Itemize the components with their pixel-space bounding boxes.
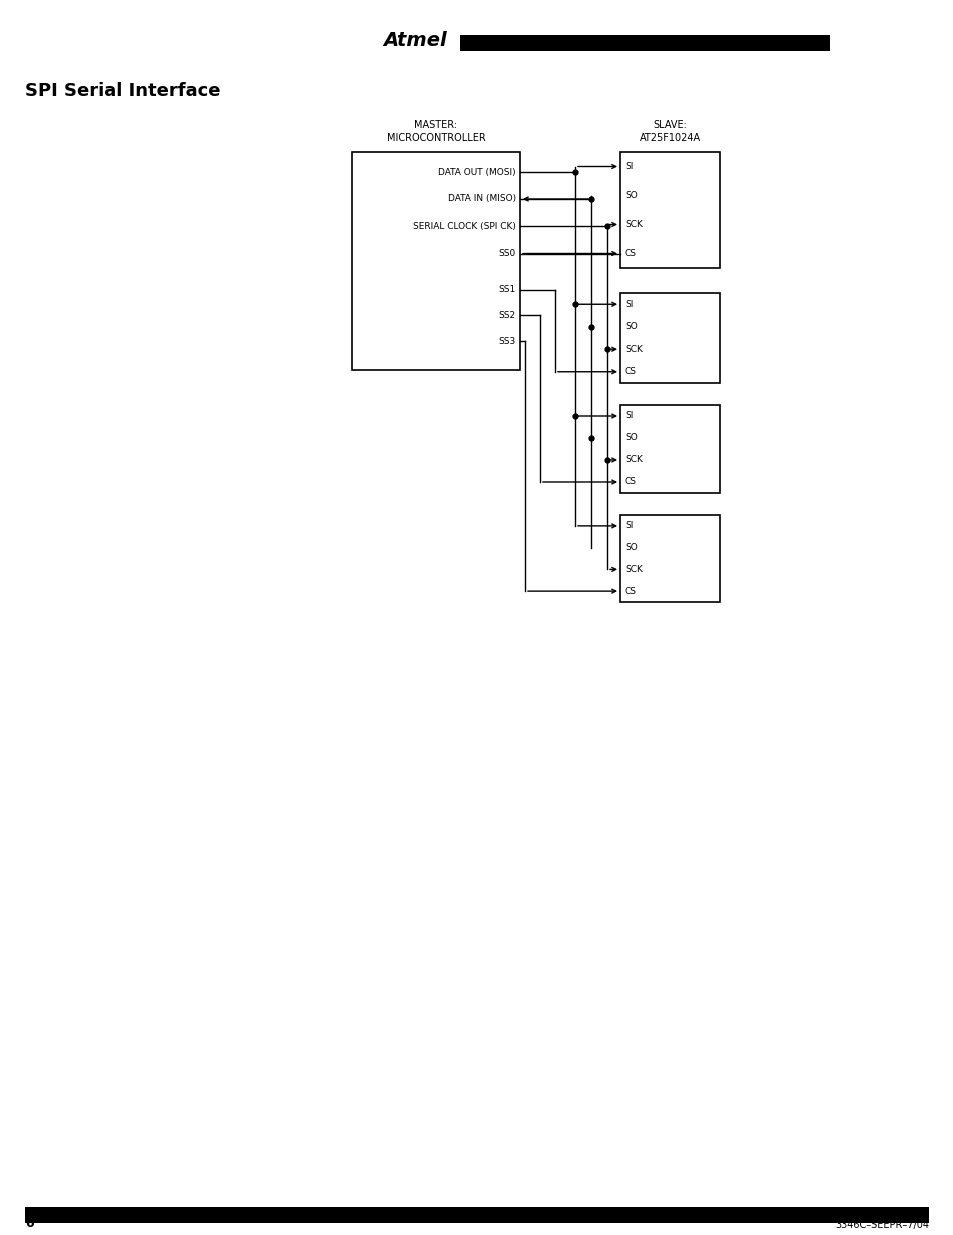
Text: CS: CS: [624, 249, 637, 258]
Text: SS0: SS0: [498, 249, 516, 258]
Text: SI: SI: [624, 162, 633, 170]
Text: CS: CS: [624, 478, 637, 487]
Text: DATA IN (MISO): DATA IN (MISO): [447, 194, 516, 204]
Text: CS: CS: [624, 367, 637, 377]
Text: SCK: SCK: [624, 220, 642, 228]
Text: SO: SO: [624, 191, 638, 200]
Text: SO: SO: [624, 433, 638, 442]
Text: 3346C–SEEPR–7/04: 3346C–SEEPR–7/04: [834, 1220, 928, 1230]
Text: Atmel: Atmel: [383, 31, 446, 49]
Bar: [619, 515, 720, 601]
Text: SS2: SS2: [498, 310, 516, 320]
Text: SO: SO: [624, 543, 638, 552]
Text: AT25F1024A: AT25F1024A: [639, 133, 700, 143]
Text: SLAVE:: SLAVE:: [653, 120, 686, 130]
Text: SPI Serial Interface: SPI Serial Interface: [25, 82, 220, 100]
Text: SS3: SS3: [498, 336, 516, 346]
Bar: [352, 152, 519, 370]
Text: SI: SI: [624, 300, 633, 309]
Text: SCK: SCK: [624, 564, 642, 574]
Bar: [459, 35, 829, 51]
Text: SERIAL CLOCK (SPI CK): SERIAL CLOCK (SPI CK): [413, 221, 516, 231]
Text: SCK: SCK: [624, 456, 642, 464]
Text: CS: CS: [624, 587, 637, 595]
Text: SI: SI: [624, 411, 633, 420]
Text: MICROCONTROLLER: MICROCONTROLLER: [386, 133, 485, 143]
Text: SCK: SCK: [624, 345, 642, 353]
Bar: [619, 293, 720, 383]
Text: MASTER:: MASTER:: [414, 120, 457, 130]
Text: SI: SI: [624, 521, 633, 530]
Text: SO: SO: [624, 322, 638, 331]
Text: SS1: SS1: [498, 285, 516, 294]
Text: 6: 6: [25, 1216, 33, 1230]
Bar: [25, 1207, 928, 1223]
Bar: [619, 405, 720, 493]
Bar: [619, 152, 720, 268]
Text: DATA OUT (MOSI): DATA OUT (MOSI): [438, 168, 516, 177]
